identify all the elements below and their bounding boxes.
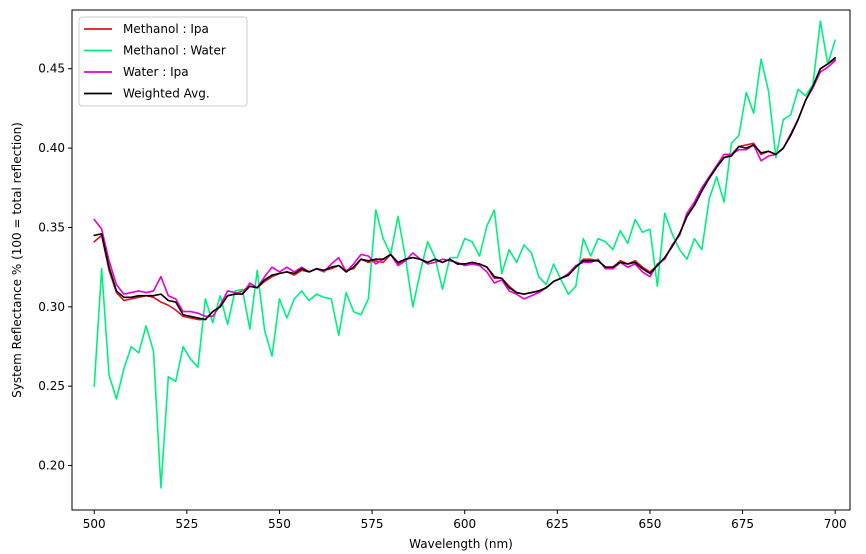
x-axis: 500 525 550 575 600 625 650 675 700 bbox=[83, 510, 847, 531]
y-axis-label: System Reflectance % (100 = total reflec… bbox=[10, 122, 24, 398]
x-tick-label: 675 bbox=[731, 517, 754, 531]
y-tick-label: 0.20 bbox=[38, 459, 65, 473]
y-tick-label: 0.30 bbox=[38, 300, 65, 314]
series-line-4 bbox=[93, 56, 836, 321]
y-tick-label: 0.45 bbox=[38, 62, 65, 76]
x-axis-label: Wavelength (nm) bbox=[409, 537, 513, 551]
x-tick-label: 625 bbox=[546, 517, 569, 531]
legend-label: Weighted Avg. bbox=[123, 87, 210, 101]
legend-box bbox=[78, 16, 248, 107]
legend-label: Water : Ipa bbox=[123, 65, 189, 79]
legend-label: Methanol : Water bbox=[123, 44, 226, 58]
x-tick-label: 550 bbox=[268, 517, 291, 531]
series-layer bbox=[93, 20, 836, 489]
x-tick-label: 700 bbox=[824, 517, 847, 531]
x-tick-label: 500 bbox=[83, 517, 106, 531]
x-tick-label: 600 bbox=[453, 517, 476, 531]
y-tick-label: 0.35 bbox=[38, 220, 65, 234]
plot-frame bbox=[71, 9, 851, 511]
y-tick-label: 0.40 bbox=[38, 141, 65, 155]
legend: Methanol : Ipa Methanol : Water Water : Ip… bbox=[78, 16, 248, 107]
x-tick-label: 575 bbox=[361, 517, 384, 531]
series-line-2 bbox=[93, 20, 836, 489]
y-axis: 0.20 0.25 0.30 0.35 0.40 0.45 bbox=[38, 62, 72, 473]
x-tick-label: 525 bbox=[175, 517, 198, 531]
legend-label: Methanol : Ipa bbox=[123, 22, 209, 36]
y-tick-label: 0.25 bbox=[38, 379, 65, 393]
x-tick-label: 650 bbox=[638, 517, 661, 531]
